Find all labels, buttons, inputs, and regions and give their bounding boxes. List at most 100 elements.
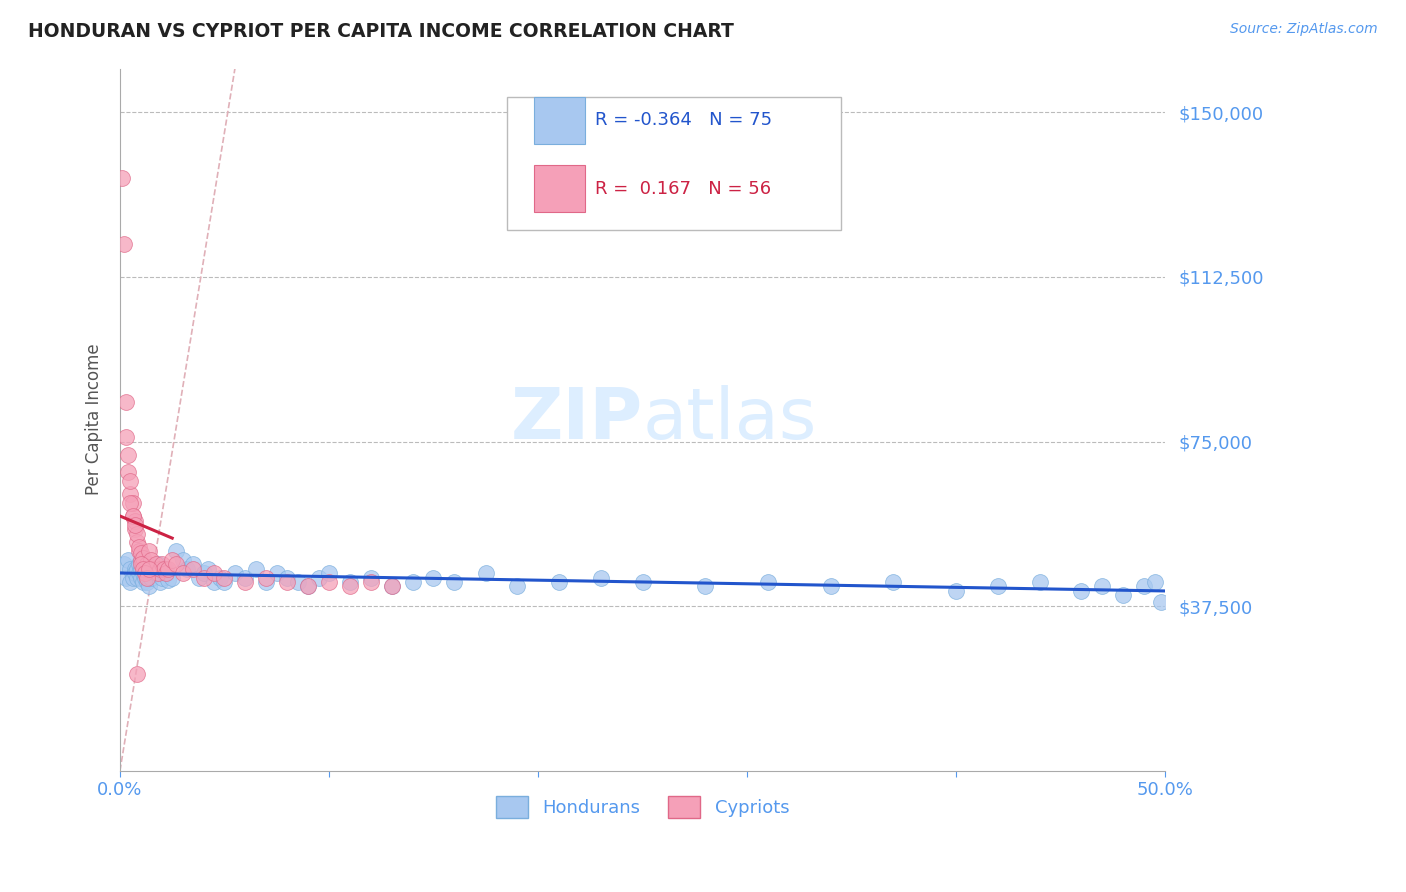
Text: R = -0.364   N = 75: R = -0.364 N = 75 bbox=[596, 112, 773, 129]
Point bbox=[128, 540, 150, 554]
Point bbox=[224, 566, 246, 581]
Point bbox=[165, 544, 187, 558]
Point bbox=[138, 579, 160, 593]
Point bbox=[548, 574, 571, 589]
Point bbox=[132, 558, 155, 572]
Point bbox=[202, 566, 225, 581]
Point bbox=[125, 571, 148, 585]
Point bbox=[115, 571, 138, 585]
Point bbox=[1091, 579, 1114, 593]
Point bbox=[136, 571, 159, 585]
Point bbox=[121, 496, 143, 510]
Point bbox=[443, 574, 465, 589]
Point bbox=[214, 574, 236, 589]
Point bbox=[150, 558, 173, 572]
Point bbox=[120, 496, 142, 510]
Point bbox=[111, 171, 134, 186]
Point bbox=[125, 562, 148, 576]
Point bbox=[134, 571, 156, 585]
Point bbox=[112, 237, 135, 252]
Point bbox=[132, 566, 155, 581]
Text: HONDURAN VS CYPRIOT PER CAPITA INCOME CORRELATION CHART: HONDURAN VS CYPRIOT PER CAPITA INCOME CO… bbox=[28, 22, 734, 41]
Point bbox=[146, 566, 169, 581]
Point bbox=[157, 573, 180, 587]
Point bbox=[209, 571, 232, 585]
Point bbox=[1143, 574, 1166, 589]
Point bbox=[129, 562, 152, 576]
Point bbox=[142, 562, 165, 576]
Point bbox=[193, 566, 215, 581]
Point bbox=[197, 562, 219, 576]
Point bbox=[153, 566, 176, 581]
Point bbox=[141, 553, 163, 567]
Point bbox=[145, 558, 167, 572]
Point bbox=[124, 522, 146, 536]
Point bbox=[589, 571, 612, 585]
Point bbox=[308, 571, 330, 585]
Point bbox=[121, 509, 143, 524]
Point bbox=[134, 562, 156, 576]
Point bbox=[120, 487, 142, 501]
Point bbox=[360, 574, 382, 589]
Point bbox=[136, 574, 159, 589]
Point bbox=[112, 558, 135, 572]
Point bbox=[756, 574, 779, 589]
Point bbox=[381, 579, 404, 593]
Point bbox=[134, 562, 156, 576]
Point bbox=[276, 574, 298, 589]
Point bbox=[128, 566, 150, 581]
Point bbox=[474, 566, 496, 581]
Point bbox=[882, 574, 904, 589]
FancyBboxPatch shape bbox=[506, 96, 841, 230]
Point bbox=[202, 574, 225, 589]
Point bbox=[401, 574, 423, 589]
Point bbox=[254, 571, 277, 585]
Point bbox=[145, 566, 167, 581]
Point bbox=[124, 566, 146, 581]
Point bbox=[987, 579, 1010, 593]
Y-axis label: Per Capita Income: Per Capita Income bbox=[86, 343, 103, 495]
Text: atlas: atlas bbox=[643, 385, 817, 454]
Point bbox=[138, 562, 160, 576]
Point bbox=[506, 579, 529, 593]
Point bbox=[360, 571, 382, 585]
Point bbox=[132, 574, 155, 589]
Point bbox=[115, 395, 138, 409]
Point bbox=[129, 558, 152, 572]
Point bbox=[150, 571, 173, 585]
Point bbox=[138, 544, 160, 558]
Point bbox=[124, 514, 146, 528]
Point bbox=[155, 566, 177, 581]
Point bbox=[254, 574, 277, 589]
Point bbox=[160, 571, 183, 585]
Point bbox=[1028, 574, 1050, 589]
Point bbox=[129, 546, 152, 560]
Point bbox=[318, 574, 340, 589]
Point bbox=[125, 667, 148, 681]
Point bbox=[266, 566, 288, 581]
Point bbox=[115, 430, 138, 444]
Point bbox=[121, 571, 143, 585]
Text: ZIP: ZIP bbox=[510, 385, 643, 454]
FancyBboxPatch shape bbox=[534, 165, 585, 211]
FancyBboxPatch shape bbox=[534, 97, 585, 144]
Point bbox=[134, 566, 156, 581]
Point bbox=[149, 562, 172, 576]
Point bbox=[165, 558, 187, 572]
Point bbox=[245, 562, 267, 576]
Point bbox=[132, 562, 155, 576]
Point bbox=[181, 562, 204, 576]
Point bbox=[129, 553, 152, 567]
Point bbox=[132, 550, 155, 565]
Point bbox=[276, 571, 298, 585]
Point bbox=[125, 535, 148, 549]
Legend: Hondurans, Cypriots: Hondurans, Cypriots bbox=[488, 789, 797, 825]
Point bbox=[149, 574, 172, 589]
Text: R =  0.167   N = 56: R = 0.167 N = 56 bbox=[596, 179, 772, 198]
Point bbox=[631, 574, 654, 589]
Point bbox=[142, 562, 165, 576]
Point bbox=[117, 465, 139, 479]
Point bbox=[136, 566, 159, 581]
Point bbox=[172, 553, 194, 567]
Point bbox=[422, 571, 444, 585]
